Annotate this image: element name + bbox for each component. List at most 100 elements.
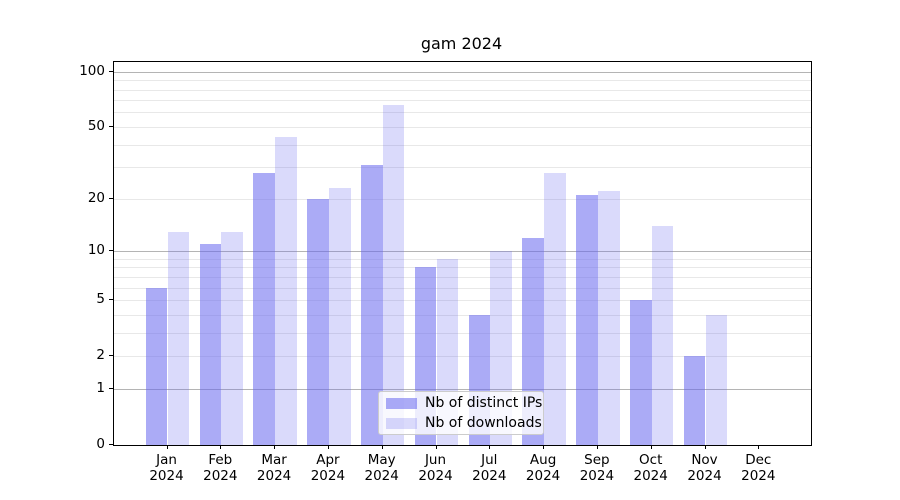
x-tick-label-jul: Jul 2024 [457, 452, 521, 484]
y-tick-mark-10 [109, 250, 113, 252]
y-tick-label-20: 20 [87, 189, 105, 206]
x-tick-mark-feb [220, 445, 222, 449]
minor-gridline-8 [114, 267, 811, 269]
x-tick-label-nov: Nov 2024 [673, 452, 737, 484]
y-tick-mark-100 [109, 70, 113, 72]
minor-gridline-60 [114, 112, 811, 114]
bar-distinct-ips-nov [683, 356, 706, 445]
chart-title: gam 2024 [420, 34, 503, 53]
x-tick-label-apr: Apr 2024 [296, 452, 360, 484]
bar-distinct-ips-mar [253, 172, 276, 445]
minor-gridline-2 [114, 356, 811, 358]
x-tick-mark-mar [274, 445, 276, 449]
minor-gridline-4 [114, 314, 811, 316]
x-tick-month: Sep [584, 452, 610, 468]
minor-gridline-80 [114, 89, 811, 91]
bar-distinct-ips-apr [307, 198, 329, 445]
x-tick-label-mar: Mar 2024 [242, 452, 306, 484]
x-tick-mark-sep [596, 445, 598, 449]
x-tick-label-aug: Aug 2024 [511, 452, 575, 484]
bar-distinct-ips-jan [145, 287, 168, 445]
bar-downloads-nov [705, 314, 728, 445]
minor-gridline-3 [114, 332, 811, 334]
x-tick-year: 2024 [256, 468, 292, 484]
bar-downloads-feb [221, 231, 243, 445]
x-tick-mark-jul [489, 445, 491, 449]
x-tick-year: 2024 [741, 468, 776, 484]
legend-swatch-distinct-ips [386, 397, 417, 409]
x-tick-year: 2024 [472, 468, 507, 484]
y-tick-mark-5 [109, 299, 113, 301]
x-tick-label-may: May 2024 [350, 452, 414, 484]
minor-gridline-30 [114, 167, 811, 169]
minor-gridline-5 [114, 300, 811, 302]
y-tick-mark-1 [109, 387, 113, 389]
y-tick-label-1: 1 [96, 379, 105, 396]
x-tick-month: May [367, 452, 396, 468]
x-tick-month: Feb [208, 452, 233, 468]
y-tick-label-2: 2 [96, 347, 105, 364]
bar-downloads-mar [275, 137, 297, 445]
x-tick-label-dec: Dec 2024 [726, 452, 790, 484]
legend-item-distinct-ips: Nb of distinct IPs [379, 395, 543, 412]
minor-gridline-70 [114, 100, 811, 102]
bar-distinct-ips-feb [199, 244, 222, 445]
x-tick-year: 2024 [310, 468, 346, 484]
x-tick-year: 2024 [525, 468, 561, 484]
bar-downloads-may [382, 104, 405, 445]
minor-gridline-90 [114, 80, 811, 82]
x-tick-mark-aug [543, 445, 545, 449]
x-tick-label-jun: Jun 2024 [404, 452, 468, 484]
legend-item-downloads: Nb of downloads [379, 415, 543, 432]
x-tick-mark-dec [758, 445, 760, 449]
plot-area [113, 61, 812, 446]
x-tick-label-sep: Sep 2024 [565, 452, 629, 484]
legend: Nb of distinct IPs Nb of downloads [378, 391, 544, 435]
y-tick-label-50: 50 [87, 117, 105, 134]
x-tick-mark-jan [166, 445, 168, 449]
y-tick-mark-20 [109, 197, 113, 199]
x-tick-label-jan: Jan 2024 [135, 452, 199, 484]
minor-gridline-40 [114, 144, 811, 146]
y-tick-label-100: 100 [79, 62, 105, 79]
minor-gridline-7 [114, 276, 811, 278]
y-tick-mark-2 [109, 355, 113, 357]
x-tick-year: 2024 [149, 468, 184, 484]
x-tick-month: Aug [529, 452, 557, 468]
major-gridline-100 [114, 71, 811, 73]
x-tick-month: Apr [316, 452, 340, 468]
x-tick-mark-may [381, 445, 383, 449]
major-gridline-10 [114, 251, 811, 253]
x-tick-month: Nov [691, 452, 718, 468]
x-tick-month: Mar [261, 452, 287, 468]
minor-gridline-6 [114, 287, 811, 289]
legend-swatch-downloads [386, 417, 417, 429]
x-tick-year: 2024 [364, 468, 399, 484]
bar-distinct-ips-oct [630, 300, 652, 445]
bar-downloads-aug [544, 172, 566, 445]
bar-distinct-ips-sep [576, 194, 598, 445]
x-tick-mark-nov [704, 445, 706, 449]
minor-gridline-9 [114, 258, 811, 260]
minor-gridline-20 [114, 198, 811, 200]
x-tick-month: Oct [639, 452, 663, 468]
x-tick-mark-jun [435, 445, 437, 449]
x-tick-month: Jul [481, 452, 498, 468]
x-tick-month: Jan [156, 452, 177, 468]
bar-downloads-sep [597, 191, 620, 445]
legend-label-downloads: Nb of downloads [425, 414, 542, 431]
y-tick-mark-50 [109, 125, 113, 127]
y-tick-label-10: 10 [87, 242, 105, 259]
minor-gridline-50 [114, 126, 811, 128]
x-tick-month: Dec [745, 452, 772, 468]
x-tick-year: 2024 [203, 468, 238, 484]
x-tick-year: 2024 [579, 468, 615, 484]
major-gridline-1 [114, 388, 811, 390]
bar-downloads-jan [167, 231, 190, 445]
x-tick-year: 2024 [633, 468, 668, 484]
x-tick-label-feb: Feb 2024 [188, 452, 252, 484]
x-tick-mark-oct [650, 445, 652, 449]
x-tick-year: 2024 [687, 468, 722, 484]
bar-distinct-ips-may [361, 164, 383, 445]
y-tick-mark-0 [109, 444, 113, 445]
